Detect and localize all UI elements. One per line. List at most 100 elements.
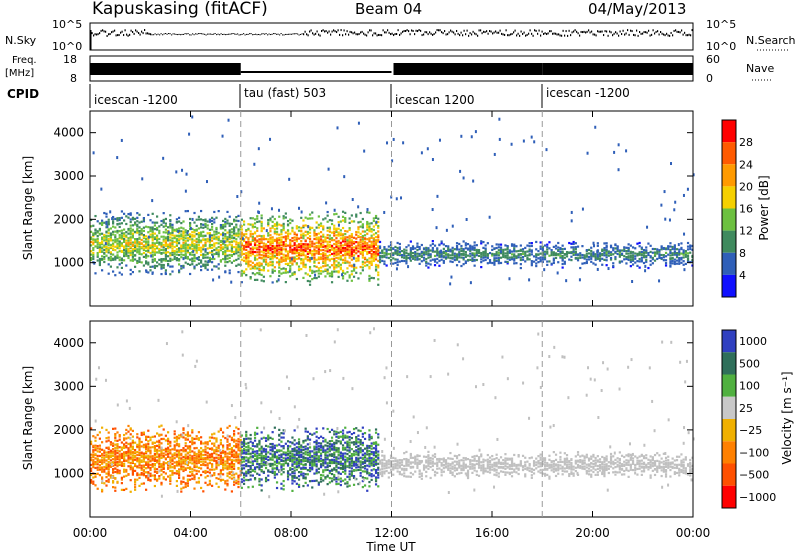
scatter-cell (240, 233, 243, 236)
scatter-cell (215, 440, 218, 443)
scatter-speck (493, 152, 496, 156)
scatter-cell (563, 247, 566, 250)
scatter-cell (136, 436, 139, 439)
scatter-cell (193, 478, 196, 481)
scatter-cell (202, 219, 205, 222)
scatter-cell (247, 250, 250, 253)
scatter-cell (202, 460, 205, 463)
scatter-cell (372, 252, 375, 256)
scatter-cell (587, 248, 591, 252)
noise-point (508, 34, 510, 37)
scatter-cell (222, 231, 225, 234)
scatter-cell (245, 470, 248, 473)
scatter-cell (235, 479, 238, 482)
scatter-cell (114, 470, 117, 474)
scatter-cell (224, 250, 227, 254)
scatter-cell (341, 275, 345, 278)
scatter-cell (627, 246, 630, 250)
scatter-cell (131, 461, 134, 465)
scatter-cell (134, 488, 137, 491)
scatter-cell (383, 251, 386, 254)
scatter-cell (355, 230, 358, 234)
scatter-cell (627, 255, 630, 258)
noise-point (510, 33, 512, 36)
scatter-cell (180, 230, 183, 233)
scatter-cell (180, 267, 183, 270)
scatter-cell (226, 426, 229, 429)
scatter-cell (570, 251, 573, 254)
scatter-cell (519, 258, 522, 262)
scatter-cell (131, 445, 134, 448)
scatter-cell (235, 482, 238, 485)
scatter-speck (333, 208, 336, 212)
scatter-cell (94, 245, 97, 248)
scatter-cell (109, 251, 112, 254)
scatter-cell (217, 456, 220, 460)
noise-point (262, 33, 264, 35)
scatter-cell (389, 248, 393, 252)
scatter-cell (271, 238, 274, 241)
scatter-cell (162, 437, 165, 441)
scatter-speck (578, 278, 581, 282)
scatter-cell (680, 247, 683, 251)
scatter-cell (147, 456, 150, 459)
scatter-cell (242, 441, 246, 444)
scatter-speck (530, 135, 533, 139)
scatter-cell (94, 214, 97, 218)
scatter-cell (142, 255, 145, 259)
noise-point (483, 30, 485, 33)
noise-point (174, 33, 176, 35)
scatter-cell (662, 254, 665, 257)
noise-point (166, 33, 168, 35)
scatter-cell (278, 258, 281, 261)
scatter-cell (264, 260, 268, 264)
scatter-cell (269, 258, 272, 261)
scatter-cell (271, 225, 274, 228)
noise-point (243, 33, 245, 35)
scatter-cell (156, 221, 159, 224)
noise-point (450, 29, 452, 32)
scatter-cell (462, 249, 465, 253)
scatter-cell (178, 456, 181, 460)
scatter-cell (256, 450, 259, 453)
scatter-cell (98, 232, 101, 235)
scatter-cell (414, 256, 417, 259)
noise-point (528, 32, 530, 35)
scatter-cell (107, 478, 110, 481)
scatter-cell (300, 254, 303, 257)
scatter-cell (237, 228, 240, 231)
scatter-cell (90, 258, 93, 262)
scatter-cell (572, 242, 575, 246)
scatter-cell (249, 217, 252, 220)
scatter-cell (449, 248, 452, 251)
noise-point (135, 29, 137, 32)
scatter-cell (151, 235, 154, 238)
scatter-cell (541, 247, 544, 251)
scatter-cell (253, 467, 257, 471)
scatter-cell (103, 454, 106, 457)
scatter-cell (691, 248, 694, 251)
scatter-cell (145, 461, 148, 464)
scatter-cell (267, 269, 270, 272)
scatter-cell (455, 254, 459, 258)
scatter-cell (217, 473, 220, 476)
scatter-cell (271, 257, 274, 260)
scatter-cell (385, 253, 388, 256)
scatter-cell (169, 456, 172, 459)
scatter-cell (249, 452, 252, 455)
scatter-cell (195, 249, 198, 252)
scatter-cell (447, 245, 450, 248)
scatter-cell (300, 229, 303, 232)
scatter-cell (300, 226, 303, 230)
scatter-cell (116, 462, 119, 465)
scatter-cell (429, 263, 432, 266)
scatter-cell (653, 254, 657, 257)
scatter-cell (664, 255, 668, 258)
noise-point (172, 33, 174, 35)
scatter-cell (253, 278, 257, 282)
scatter-cell (195, 446, 198, 450)
scatter-cell (101, 221, 104, 224)
scatter-cell (581, 262, 584, 265)
scatter-cell (315, 258, 318, 261)
freq-left-tick-top: 18 (63, 53, 77, 66)
